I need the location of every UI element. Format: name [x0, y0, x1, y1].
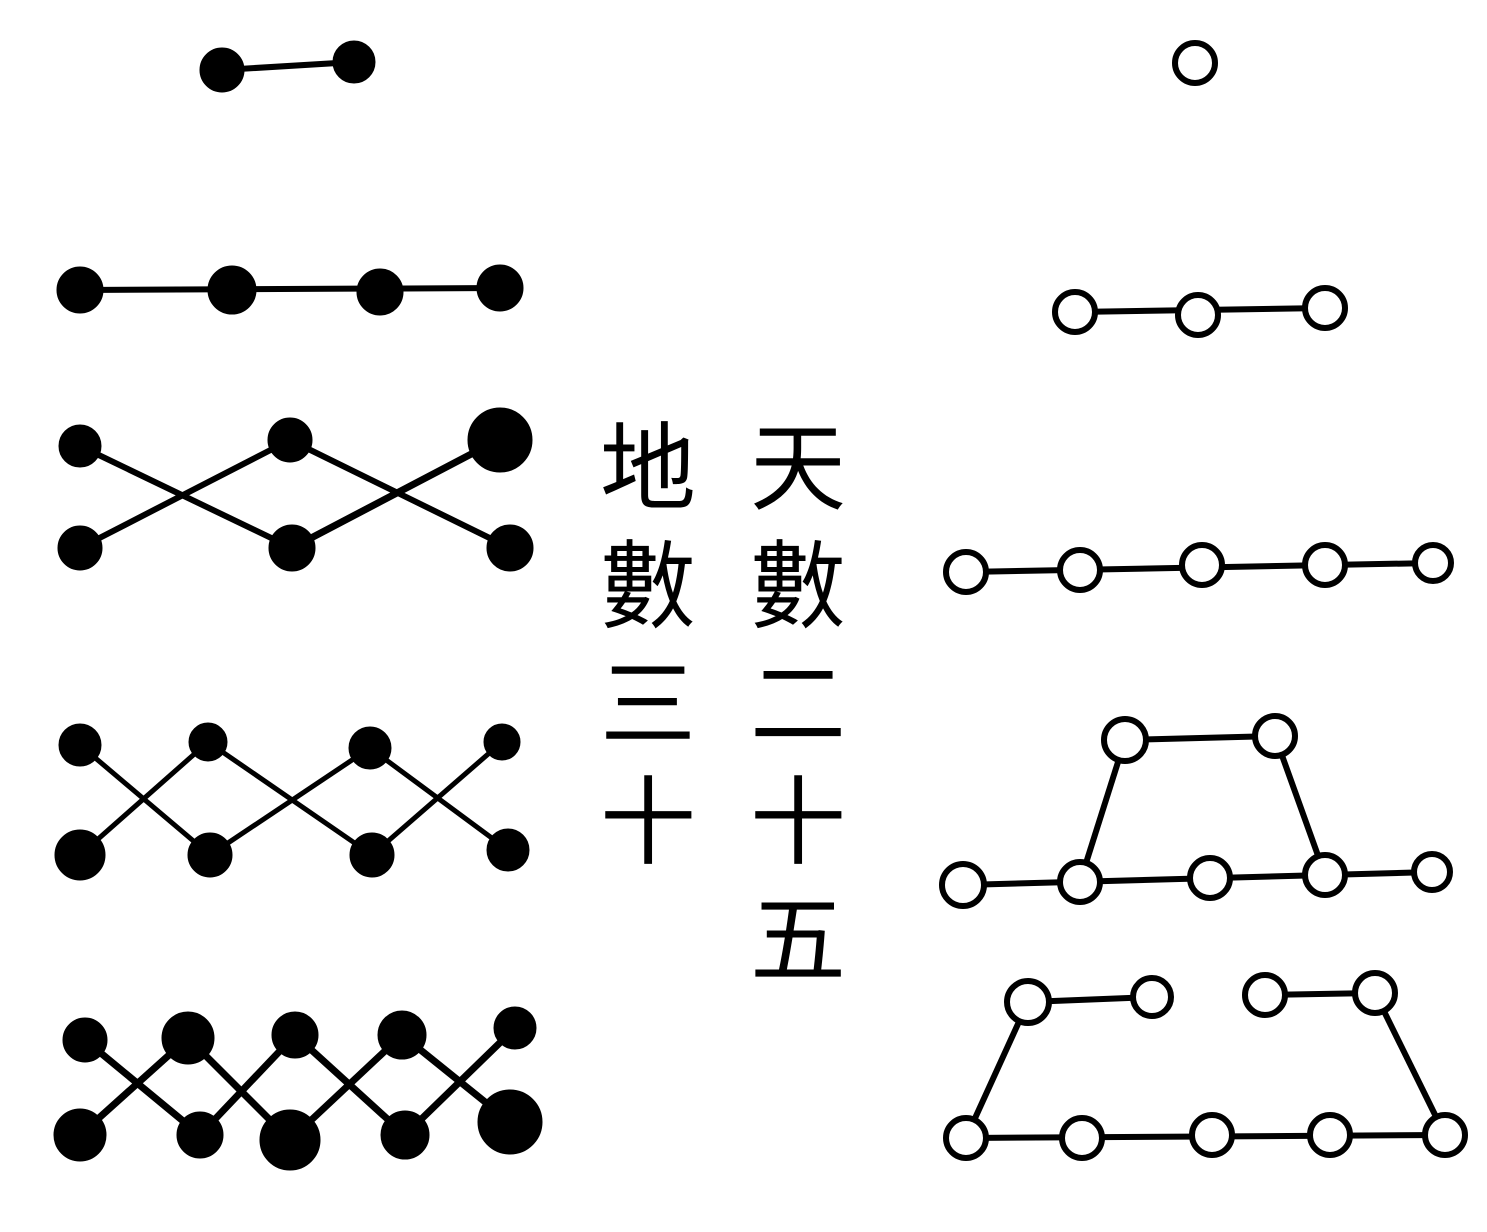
heaven-dot: [1057, 547, 1103, 593]
earth-dot: [267, 417, 313, 463]
earth-dot: [187, 832, 233, 878]
earth-dot: [199, 47, 245, 93]
heaven-row-1: [1172, 40, 1218, 86]
earth-dot: [348, 726, 392, 770]
heaven-dot: [943, 1115, 989, 1161]
earth-row-2: [199, 40, 376, 93]
heaven-dot: [1242, 972, 1288, 1018]
earth-dot: [377, 1010, 427, 1060]
heaven-dot: [1172, 40, 1218, 86]
heaven-dot: [1412, 542, 1454, 584]
earth-dot: [380, 1110, 430, 1160]
heaven-row-9: [943, 970, 1468, 1161]
heaven-dot: [1302, 852, 1348, 898]
earth-dot: [493, 1006, 537, 1050]
heaven-dot: [1057, 859, 1103, 905]
heaven-dot: [1302, 542, 1348, 588]
heaven-dot: [1352, 970, 1398, 1016]
earth-dot: [58, 424, 102, 468]
earth-dot: [58, 723, 102, 767]
earth-dot: [332, 40, 376, 84]
heaven-numbers-group: [939, 40, 1468, 1161]
earth-dot: [349, 832, 395, 878]
earth-row-10: [53, 1006, 543, 1171]
earth-dot: [483, 723, 521, 761]
earth-dot: [467, 407, 533, 473]
heaven-row-5: [943, 542, 1454, 595]
earth-dot: [176, 1111, 224, 1159]
earth-dot: [486, 524, 534, 572]
earth-row-8: [54, 722, 530, 881]
earth-dot: [53, 1108, 107, 1162]
heaven-dot: [943, 549, 989, 595]
heaven-row-3: [1052, 285, 1348, 338]
earth-dot: [259, 1109, 321, 1171]
heaven-dot: [1302, 285, 1348, 331]
heaven-dot: [1175, 292, 1221, 338]
earth-row-6: [57, 407, 534, 572]
heaven-row-7: [939, 713, 1453, 909]
heaven-dot: [1422, 1112, 1468, 1158]
earth-dot: [356, 268, 404, 316]
heaven-dot: [1189, 1112, 1235, 1158]
heaven-dot: [939, 861, 987, 909]
heaven-dot: [1101, 716, 1149, 764]
heaven-dot: [1252, 713, 1298, 759]
earth-dot: [57, 525, 103, 571]
earth-dot: [476, 264, 524, 312]
heaven-dot: [1187, 855, 1233, 901]
earth-dot: [62, 1017, 108, 1063]
heaven-dot: [1179, 542, 1225, 588]
earth-dot: [477, 1089, 543, 1155]
earth-dot: [161, 1011, 215, 1065]
heaven-dot: [1052, 289, 1098, 335]
earth-numbers-group: [53, 40, 543, 1171]
heaven-dot: [1411, 851, 1453, 893]
heaven-dot: [1307, 1112, 1353, 1158]
heaven-dot: [1130, 975, 1174, 1019]
heaven-dot: [1059, 1115, 1105, 1161]
heaven-numbers-label: 天數二十五: [750, 413, 846, 997]
earth-row-4: [56, 264, 524, 316]
heaven-dot: [1004, 978, 1052, 1026]
earth-dot: [56, 266, 104, 314]
earth-dot: [188, 722, 228, 762]
earth-dot: [268, 524, 316, 572]
earth-dot: [271, 1011, 319, 1059]
earth-numbers-label: 地數三十: [600, 413, 696, 879]
earth-dot: [54, 829, 106, 881]
earth-dot: [207, 265, 257, 315]
earth-dot: [486, 828, 530, 872]
